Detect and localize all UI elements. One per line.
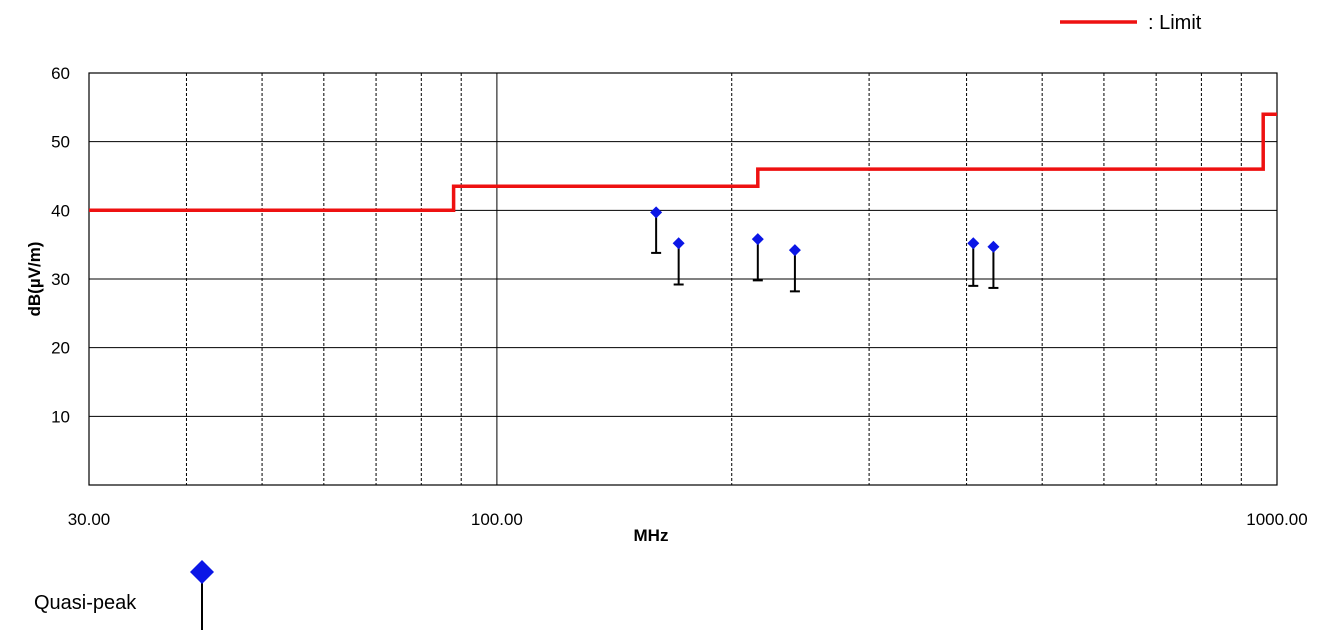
- legend-quasi-peak-diamond-icon: [190, 560, 214, 584]
- y-tick-label: 60: [51, 64, 70, 83]
- y-axis-ticks: 10 20 30 40 50 60: [51, 64, 70, 426]
- x-axis-title: MHz: [634, 526, 669, 545]
- x-tick-label: 30.00: [68, 510, 111, 529]
- quasi-peak-marker: [672, 237, 685, 250]
- quasi-peak-marker: [967, 237, 980, 250]
- y-tick-label: 40: [51, 201, 70, 220]
- legend-quasi-peak-label: Quasi-peak: [34, 592, 137, 614]
- y-tick-label: 50: [51, 133, 70, 152]
- y-tick-label: 30: [51, 270, 70, 289]
- x-tick-label: 1000.00: [1246, 510, 1307, 529]
- quasi-peak-marker: [650, 206, 663, 219]
- x-axis-ticks: 30.00 100.00 1000.00: [68, 510, 1308, 529]
- quasi-peak-marker: [788, 244, 801, 257]
- legend-quasi-peak: Quasi-peak: [34, 560, 214, 630]
- y-tick-label: 20: [51, 339, 70, 358]
- y-axis-title: dB(µV/m): [25, 242, 44, 317]
- quasi-peak-marker: [987, 240, 1000, 253]
- legend-limit: : Limit: [1060, 12, 1202, 34]
- limit-line: [89, 112, 1277, 213]
- quasi-peak-markers: [650, 206, 1000, 257]
- plot-frame: [88, 72, 1278, 486]
- legend-limit-label: : Limit: [1148, 12, 1202, 34]
- quasi-peak-marker: [751, 233, 764, 246]
- y-tick-label: 10: [51, 407, 70, 426]
- quasi-peak-stems: [651, 212, 999, 293]
- x-tick-label: 100.00: [471, 510, 523, 529]
- grid-major-lines: [89, 72, 1277, 485]
